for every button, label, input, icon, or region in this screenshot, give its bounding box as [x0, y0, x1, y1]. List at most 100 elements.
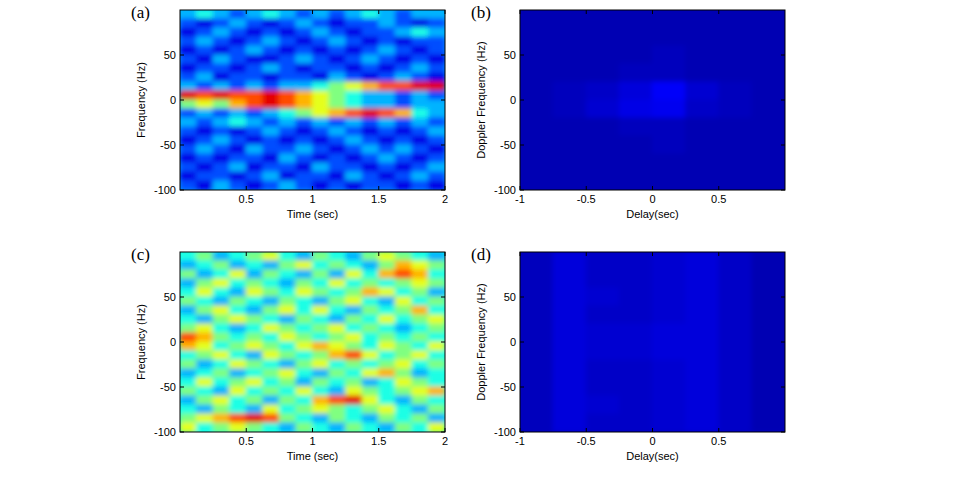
cell — [395, 100, 413, 110]
cell — [345, 55, 363, 65]
y-tick — [180, 432, 184, 433]
cell — [262, 172, 280, 182]
cell — [520, 360, 554, 379]
cell — [378, 252, 396, 262]
cell — [428, 396, 445, 406]
y-tick-label: 0 — [510, 94, 516, 106]
cell — [229, 46, 247, 56]
cell — [246, 333, 264, 343]
cell — [345, 414, 363, 424]
cell — [196, 378, 214, 388]
cell — [553, 118, 587, 137]
y-tick — [781, 432, 785, 433]
cell — [312, 315, 330, 325]
cell — [345, 405, 363, 415]
cell — [262, 342, 280, 352]
cell — [751, 396, 785, 415]
cell — [246, 37, 264, 47]
cell — [246, 423, 264, 433]
cell — [378, 324, 396, 334]
y-tick — [180, 342, 184, 343]
cell — [329, 154, 347, 164]
cell — [652, 154, 686, 173]
y-tick — [781, 100, 785, 101]
cell — [362, 55, 380, 65]
panel: 0.511.52-100-50050Time (sec)Frequency (H… — [131, 245, 448, 462]
cell — [196, 181, 214, 191]
cell — [246, 279, 264, 289]
cell — [378, 136, 396, 146]
cell — [395, 279, 413, 289]
x-tick — [652, 10, 653, 14]
cell — [262, 100, 280, 110]
cell — [312, 118, 330, 128]
cell — [345, 252, 363, 262]
cell — [428, 387, 445, 397]
cell — [196, 306, 214, 316]
cell — [345, 64, 363, 74]
cell — [619, 100, 653, 119]
cell — [180, 279, 197, 289]
cell — [246, 109, 264, 119]
cell — [619, 360, 653, 379]
y-tick — [520, 145, 524, 146]
y-axis-title: Frequency (Hz) — [135, 304, 147, 380]
cell — [180, 19, 197, 29]
cell — [345, 315, 363, 325]
cell — [180, 360, 197, 370]
cell — [213, 360, 231, 370]
cell — [180, 351, 197, 361]
cell — [553, 82, 587, 101]
y-tick — [441, 387, 445, 388]
cell — [378, 387, 396, 397]
y-tick — [180, 190, 184, 191]
x-tick — [652, 428, 653, 432]
cell — [295, 270, 313, 280]
cell — [395, 64, 413, 74]
cell — [428, 127, 445, 137]
cell — [362, 82, 380, 92]
cell — [213, 46, 231, 56]
cell — [295, 351, 313, 361]
cell — [213, 37, 231, 47]
cell — [262, 414, 280, 424]
cell — [718, 46, 752, 65]
x-tick-label: 2 — [442, 435, 448, 447]
cell — [378, 423, 396, 433]
cell — [345, 172, 363, 182]
cell — [428, 46, 445, 56]
cell — [652, 270, 686, 289]
cell — [229, 423, 247, 433]
cell — [312, 288, 330, 298]
cell — [553, 396, 587, 415]
cell — [213, 91, 231, 101]
cell — [262, 55, 280, 65]
cell — [652, 414, 686, 433]
cell — [378, 10, 396, 20]
cell — [329, 306, 347, 316]
cell — [229, 333, 247, 343]
cell — [345, 46, 363, 56]
cell — [262, 118, 280, 128]
cell — [246, 145, 264, 155]
x-tick — [586, 428, 587, 432]
cell — [345, 19, 363, 29]
cell — [329, 297, 347, 307]
x-axis-title: Delay(sec) — [626, 208, 679, 220]
y-tick — [781, 190, 785, 191]
cell — [520, 46, 554, 65]
cell — [345, 73, 363, 83]
x-tick — [520, 428, 521, 432]
cell — [329, 181, 347, 191]
cell — [229, 351, 247, 361]
cell — [295, 109, 313, 119]
y-tick-label: -100 — [154, 426, 176, 438]
cell — [520, 270, 554, 289]
cell — [262, 82, 280, 92]
cell — [246, 118, 264, 128]
cell — [378, 181, 396, 191]
cell — [262, 378, 280, 388]
cell — [586, 414, 620, 433]
cell — [180, 181, 197, 191]
cell — [345, 10, 363, 20]
